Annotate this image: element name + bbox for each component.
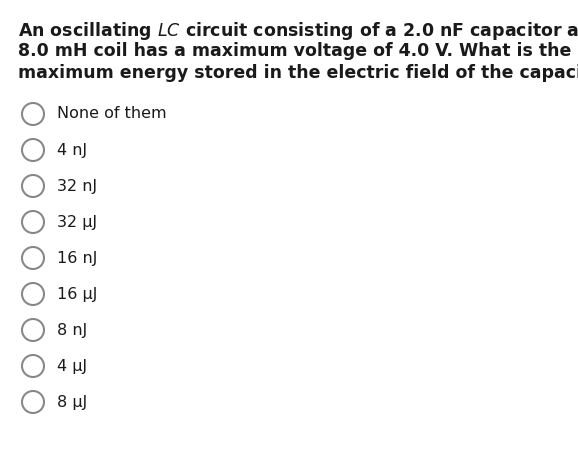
- Text: maximum energy stored in the electric field of the capacitor?: maximum energy stored in the electric fi…: [18, 64, 578, 82]
- Text: 8.0 mH coil has a maximum voltage of 4.0 V. What is the: 8.0 mH coil has a maximum voltage of 4.0…: [18, 42, 572, 60]
- Text: 4 nJ: 4 nJ: [57, 143, 87, 158]
- Text: An oscillating $LC$ circuit consisting of a 2.0 nF capacitor and an: An oscillating $LC$ circuit consisting o…: [18, 20, 578, 42]
- Text: 16 nJ: 16 nJ: [57, 251, 97, 266]
- Text: 4 μJ: 4 μJ: [57, 358, 87, 374]
- Text: 8 μJ: 8 μJ: [57, 395, 87, 410]
- Text: None of them: None of them: [57, 107, 166, 122]
- Text: 32 nJ: 32 nJ: [57, 178, 97, 193]
- Text: 8 nJ: 8 nJ: [57, 322, 87, 337]
- Text: 32 μJ: 32 μJ: [57, 214, 97, 229]
- Text: 16 μJ: 16 μJ: [57, 287, 97, 302]
